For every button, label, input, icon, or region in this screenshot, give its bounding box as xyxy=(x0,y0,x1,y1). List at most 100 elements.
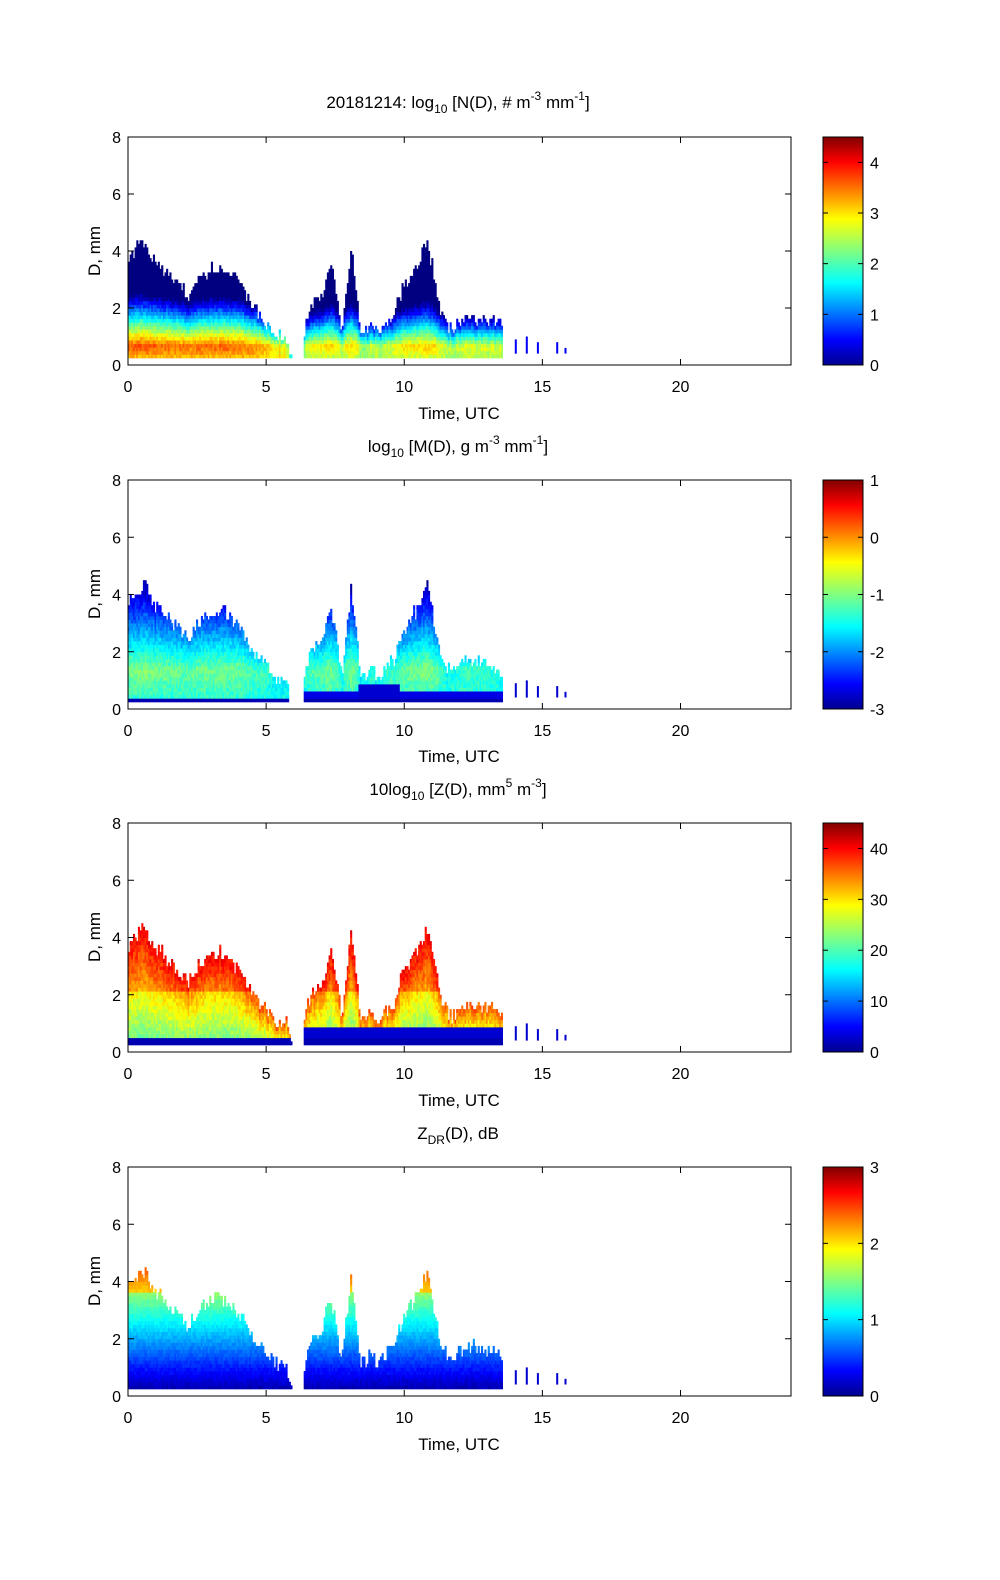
heatmap-cell xyxy=(341,340,344,345)
heatmap-cell xyxy=(394,325,397,330)
heatmap-cell xyxy=(134,265,137,270)
heatmap-cell xyxy=(219,315,222,320)
heatmap-cell xyxy=(346,336,349,341)
heatmap-cell xyxy=(229,286,232,291)
heatmap-cell xyxy=(461,322,464,327)
heatmap-cell xyxy=(179,315,182,320)
heatmap-cell xyxy=(166,315,169,320)
heatmap-cell xyxy=(192,340,195,345)
heatmap-cell xyxy=(157,619,160,624)
heatmap-cell xyxy=(222,332,225,337)
heatmap-cell xyxy=(381,340,384,345)
heatmap-cell xyxy=(196,308,199,312)
heatmap-cell xyxy=(222,300,225,305)
heatmap-cell xyxy=(139,658,142,663)
heatmap-cell xyxy=(176,304,179,309)
heatmap-cell xyxy=(428,265,431,270)
heatmap-cell xyxy=(371,336,374,341)
heatmap-cell xyxy=(146,630,149,635)
heatmap-cell xyxy=(161,347,164,352)
heatmap-cell xyxy=(343,354,346,359)
heatmap-cell xyxy=(456,350,459,355)
heatmap-cell xyxy=(137,684,140,688)
heatmap-cell xyxy=(245,322,248,327)
heatmap-cell xyxy=(152,311,155,316)
heatmap-cell xyxy=(136,633,139,638)
heatmap-cell xyxy=(214,290,217,295)
heatmap-cell xyxy=(237,290,240,295)
heatmap-cell xyxy=(335,340,338,345)
heatmap-cell xyxy=(196,315,199,320)
heatmap-cell xyxy=(497,340,500,345)
heatmap-cell xyxy=(134,601,137,606)
heatmap-cell xyxy=(426,347,429,352)
heatmap-cell xyxy=(149,619,152,624)
heatmap-cell xyxy=(171,311,174,316)
heatmap-cell xyxy=(169,315,172,320)
heatmap-cell xyxy=(378,354,381,359)
heatmap-cell xyxy=(189,297,192,302)
heatmap-cell xyxy=(351,315,354,320)
heatmap-cell xyxy=(353,279,356,284)
heatmap-cell xyxy=(131,336,134,341)
heatmap-cell xyxy=(325,354,328,359)
heatmap-cell xyxy=(166,272,169,277)
heatmap-cell xyxy=(149,272,152,277)
heatmap-cell xyxy=(379,347,382,352)
heatmap-cell xyxy=(335,293,338,298)
heatmap-cell xyxy=(137,300,140,305)
heatmap-cell xyxy=(192,669,195,674)
heatmap-cell xyxy=(391,336,394,341)
heatmap-cell xyxy=(164,279,167,284)
heatmap-cell xyxy=(147,325,150,330)
heatmap-cell xyxy=(166,343,169,348)
heatmap-cell xyxy=(136,247,139,252)
heatmap-cell xyxy=(176,648,179,653)
heatmap-cell xyxy=(194,290,197,295)
heatmap-cell xyxy=(191,676,194,681)
heatmap-cell xyxy=(433,332,436,337)
heatmap-cell xyxy=(321,340,324,345)
heatmap-cell xyxy=(144,272,147,277)
heatmap-cell xyxy=(192,630,195,635)
heatmap-cell xyxy=(424,311,427,316)
heatmap-cell xyxy=(215,322,218,327)
heatmap-cell xyxy=(128,325,131,330)
heatmap-cell xyxy=(393,315,396,320)
heatmap-cell xyxy=(196,304,199,309)
heatmap-cell xyxy=(194,354,197,359)
heatmap-cell xyxy=(157,641,160,645)
heatmap-cell xyxy=(353,275,356,280)
heatmap-cell xyxy=(128,300,131,305)
heatmap-cell xyxy=(169,279,172,284)
heatmap-cell xyxy=(262,340,265,345)
heatmap-cell xyxy=(393,332,396,337)
heatmap-cell xyxy=(317,336,320,341)
heatmap-cell xyxy=(355,308,358,312)
heatmap-cell xyxy=(242,286,245,291)
heatmap-cell xyxy=(351,300,354,305)
heatmap-cell xyxy=(224,297,227,302)
heatmap-cell xyxy=(393,329,396,334)
heatmap-cell xyxy=(133,325,136,330)
heatmap-cell xyxy=(345,315,348,320)
heatmap-cell xyxy=(317,329,320,334)
heatmap-cell xyxy=(479,318,482,323)
heatmap-cell xyxy=(252,308,255,312)
heatmap-cell xyxy=(174,311,177,316)
heatmap-cell xyxy=(389,322,392,327)
heatmap-cell xyxy=(212,325,215,330)
heatmap-cell xyxy=(406,311,409,316)
heatmap-cell xyxy=(139,684,142,688)
heatmap-cell xyxy=(129,275,132,280)
heatmap-cell xyxy=(182,315,185,320)
heatmap-cell xyxy=(491,329,494,334)
heatmap-cell xyxy=(174,623,177,628)
heatmap-cell xyxy=(419,315,422,320)
heatmap-cell xyxy=(403,350,406,355)
heatmap-cell xyxy=(428,350,431,355)
heatmap-cell xyxy=(136,630,139,635)
heatmap-cell xyxy=(419,350,422,355)
heatmap-cell xyxy=(191,293,194,298)
heatmap-cell xyxy=(220,304,223,309)
